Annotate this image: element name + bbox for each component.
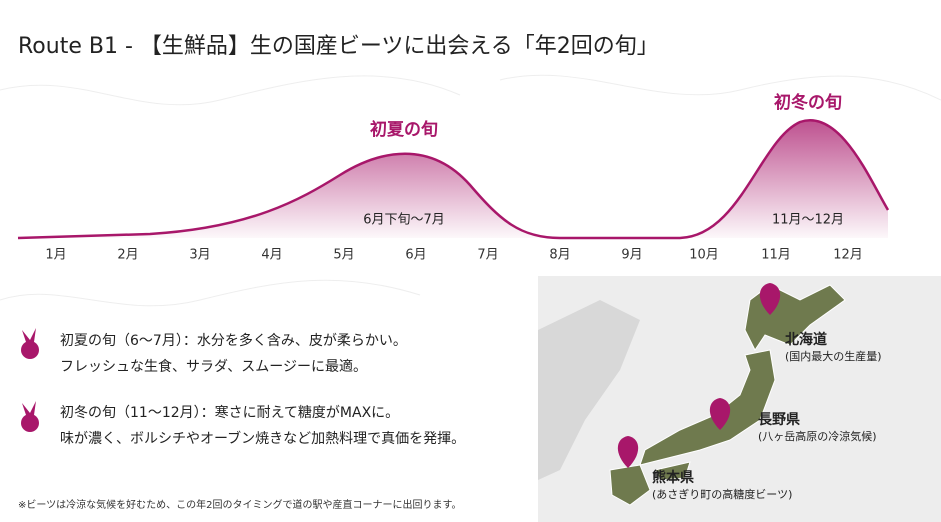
season-area [18,120,888,238]
bullet-line: フレッシュな生食、サラダ、スムージーに最適。 [60,358,367,375]
month-label: 4月 [261,248,282,263]
month-label: 5月 [333,248,354,263]
region-name: 北海道 [785,331,827,348]
beet-icon [21,328,39,359]
footnote: ※ビーツは冷涼な気候を好むため、この年2回のタイミングで道の駅や産直コーナーに出… [18,498,462,511]
peak-label: 初冬の旬 [774,92,842,113]
month-label: 9月 [621,248,642,263]
month-label: 7月 [477,248,498,263]
bullet-line: 初冬の旬（11〜12月）：寒さに耐えて糖度がMAXに。 [60,404,399,421]
peak-label: 初夏の旬 [370,119,438,140]
region-note: (八ヶ岳高原の冷涼気候) [758,429,877,443]
region-note: (国内最大の生産量) [785,349,882,363]
month-label: 2月 [117,248,138,263]
month-label: 10月 [689,248,719,263]
region-note: (あさぎり町の高糖度ビーツ) [652,487,792,501]
month-label: 3月 [189,248,210,263]
topo-background [0,74,941,307]
month-label: 1月 [45,248,66,263]
title: Route B1 - 【生鮮品】生の国産ビーツに出会える「年2回の旬」 [18,34,659,59]
month-label: 6月 [405,248,426,263]
month-label: 12月 [833,248,863,263]
month-label: 11月 [761,248,791,263]
bullet-line: 初夏の旬（6〜7月）：水分を多く含み、皮が柔らかい。 [60,332,407,349]
region-name: 長野県 [758,412,800,428]
map-pin [617,283,781,468]
season-curve [17,118,890,240]
bullet-line: 味が濃く、ボルシチやオーブン焼きなど加熱料理で真価を発揮。 [60,430,465,447]
month-label: 8月 [549,248,570,263]
peak-period: 11月〜12月 [772,213,844,228]
beet-icon [21,401,39,432]
continent [538,300,640,480]
region-name: 熊本県 [652,469,694,486]
peak-period: 6月下旬〜7月 [363,213,445,228]
